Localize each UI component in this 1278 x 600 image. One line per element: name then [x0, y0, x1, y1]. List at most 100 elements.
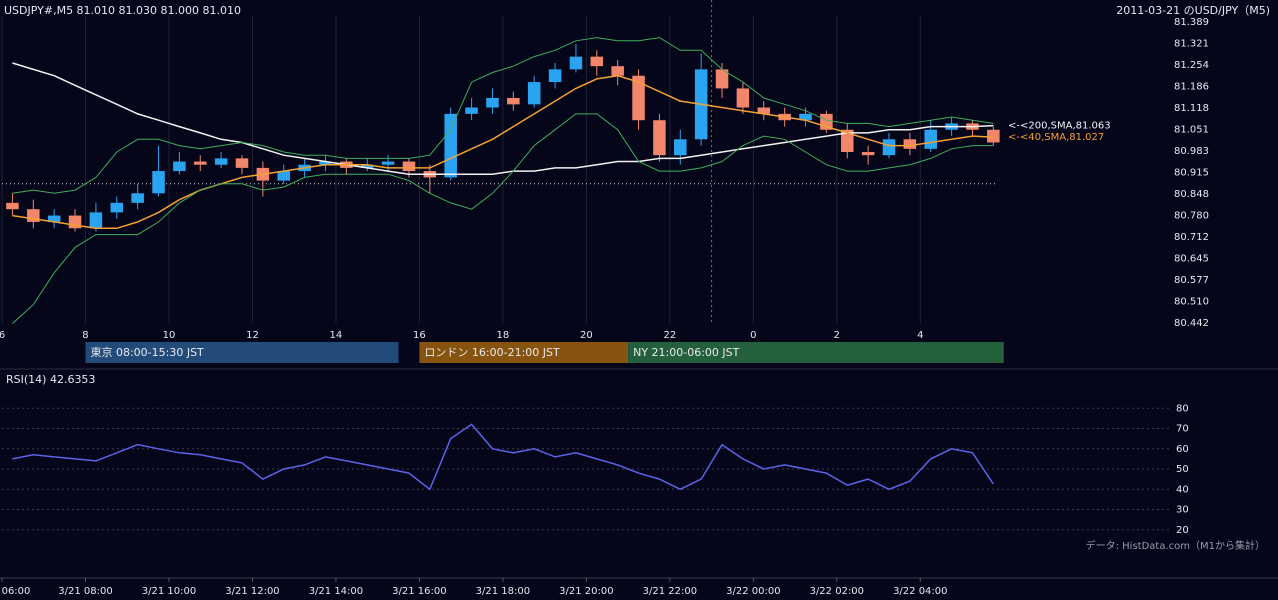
x-tick-label: 3/21 18:00	[476, 586, 530, 597]
x-tick-label: 0	[750, 330, 756, 341]
y-tick-label: 81.389	[1174, 17, 1209, 28]
candle-body	[152, 171, 165, 194]
candle-body	[674, 139, 687, 156]
y-tick-label: 81.186	[1174, 82, 1209, 93]
x-tick-label: 3/21 16:00	[392, 586, 446, 597]
session-bar	[419, 342, 629, 363]
x-tick-label: 20	[580, 330, 593, 341]
y-tick-label: 80.983	[1174, 146, 1209, 157]
session-label: NY 21:00-06:00 JST	[633, 346, 740, 359]
session-bar	[628, 342, 1004, 363]
y-tick-label: 80.510	[1174, 296, 1209, 307]
x-tick-label: 3/22 02:00	[810, 586, 864, 597]
candle-body	[6, 202, 19, 210]
x-tick-label: 18	[497, 330, 510, 341]
chart-title: USDJPY#,M5 81.010 81.030 81.000 81.010	[4, 4, 241, 17]
y-tick-label: 80.645	[1174, 253, 1209, 264]
y-tick-label: 81.321	[1174, 39, 1209, 50]
y-tick-label: 81.118	[1174, 103, 1209, 114]
x-tick-label: 2	[834, 330, 840, 341]
y-tick-label: 40	[1176, 484, 1189, 495]
y-tick-label: 20	[1176, 525, 1189, 536]
x-tick-label: 3/21 12:00	[225, 586, 279, 597]
x-tick-label: 6	[0, 330, 5, 341]
candle-body	[548, 69, 562, 83]
candle-body	[757, 107, 771, 114]
x-tick-label: 06:00	[2, 586, 31, 597]
y-tick-label: 30	[1176, 505, 1189, 516]
candle-body	[882, 139, 896, 156]
y-tick-label: 70	[1176, 424, 1189, 435]
candle-body	[987, 129, 1000, 143]
candle-body	[736, 88, 750, 108]
chart-subtitle: 2011-03-21 のUSD/JPY（M5)	[1116, 4, 1270, 17]
candle-body	[402, 161, 416, 172]
candle-body	[214, 158, 228, 165]
x-tick-label: 3/21 22:00	[643, 586, 697, 597]
series-line	[12, 113, 994, 324]
x-tick-label: 3/21 08:00	[58, 586, 112, 597]
y-tick-label: 80.848	[1174, 189, 1209, 200]
candle-body	[715, 69, 729, 89]
x-tick-label: 14	[330, 330, 343, 341]
candle-body	[861, 151, 875, 156]
x-tick-label: 16	[413, 330, 426, 341]
candle-body	[590, 56, 604, 67]
y-tick-label: 60	[1176, 444, 1189, 455]
candle-body	[507, 97, 520, 105]
x-tick-label: 8	[82, 330, 88, 341]
candle-body	[110, 202, 124, 213]
candle-body	[381, 161, 395, 165]
y-tick-label: 80.780	[1174, 211, 1209, 222]
x-tick-label: 3/22 00:00	[726, 586, 780, 597]
series-label: <-<200,SMA,81.063	[1008, 121, 1111, 132]
candle-body	[840, 129, 854, 152]
y-tick-label: 81.254	[1174, 60, 1209, 71]
series-line	[12, 74, 994, 230]
y-tick-label: 81.051	[1174, 124, 1209, 135]
x-tick-label: 4	[917, 330, 923, 341]
candle-body	[903, 139, 917, 149]
candle-body	[360, 164, 374, 168]
x-tick-label: 10	[163, 330, 176, 341]
series-line	[12, 423, 994, 491]
candle-body	[277, 171, 291, 181]
candle-body	[194, 161, 207, 165]
candle-body	[799, 113, 812, 121]
candle-body	[569, 56, 583, 70]
candle-body	[235, 158, 249, 168]
y-tick-label: 50	[1176, 464, 1189, 475]
credit: データ: HistData.com（M1から集計）	[1086, 539, 1265, 552]
series-line	[12, 62, 994, 175]
session-label: ロンドン 16:00-21:00 JST	[424, 346, 560, 359]
x-tick-label: 22	[663, 330, 676, 341]
y-tick-label: 80.442	[1174, 318, 1209, 329]
y-tick-label: 80	[1176, 403, 1189, 414]
candle-body	[486, 97, 499, 108]
x-tick-label: 3/21 20:00	[559, 586, 613, 597]
series-label: <-<40,SMA,81.027	[1008, 132, 1104, 143]
y-tick-label: 80.915	[1174, 168, 1209, 179]
y-tick-label: 80.712	[1174, 232, 1209, 243]
candle-body	[653, 120, 666, 156]
y-tick-label: 80.577	[1174, 275, 1209, 286]
candle-body	[319, 161, 332, 165]
candle-body	[89, 212, 103, 229]
rsi-title: RSI(14) 42.6353	[6, 373, 95, 386]
x-tick-label: 3/21 14:00	[309, 586, 363, 597]
candle-body	[611, 66, 624, 76]
x-tick-label: 3/21 10:00	[142, 586, 196, 597]
candle-body	[131, 193, 144, 203]
candle-body	[924, 129, 937, 149]
candle-body	[632, 75, 645, 121]
session-bar	[85, 342, 399, 363]
series-line	[12, 37, 994, 194]
candle-body	[444, 113, 457, 178]
candle-body	[465, 107, 478, 114]
candle-body	[47, 215, 61, 222]
x-tick-label: 3/22 04:00	[893, 586, 947, 597]
session-label: 東京 08:00-15:30 JST	[90, 345, 204, 359]
candle-body	[527, 82, 541, 105]
x-tick-label: 12	[246, 330, 259, 341]
